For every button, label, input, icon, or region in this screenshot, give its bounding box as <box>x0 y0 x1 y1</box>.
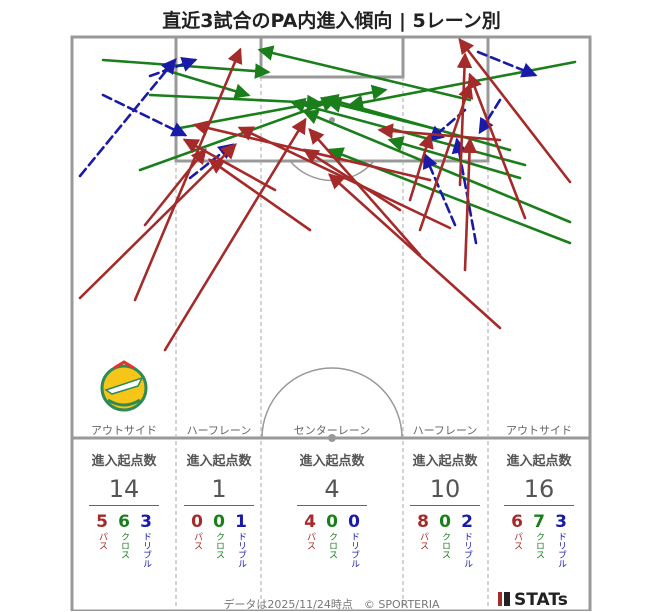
lane-label-right-outside: アウトサイド <box>506 424 572 437</box>
dribble-count: 3 <box>140 512 152 532</box>
pass-count: 0 <box>191 512 203 532</box>
stat-divider <box>410 505 480 506</box>
cross-label: クロス <box>327 532 337 559</box>
lane-stats-right-outside: 進入起点数 16 6 パス 7 クロス 3 ドリブル <box>489 450 589 568</box>
pass-arrow <box>182 138 277 192</box>
dribble-label: ドリブル <box>349 532 359 568</box>
stat-breakdown: 6 パス 7 クロス 3 ドリブル <box>489 512 589 568</box>
stat-header: 進入起点数 <box>299 454 365 469</box>
dribble-label: ドリブル <box>236 532 246 568</box>
cross-count: 0 <box>326 512 338 532</box>
stat-header: 進入起点数 <box>186 454 252 469</box>
cross-arrow <box>387 136 522 180</box>
dribble-arrow <box>148 57 198 78</box>
stat-total: 4 <box>324 475 340 503</box>
brand-mark-icon <box>498 592 502 606</box>
cross-label: クロス <box>534 532 544 559</box>
stat-breakdown: 4 パス 0 クロス 0 ドリブル <box>282 512 382 568</box>
stat-divider <box>297 505 367 506</box>
center-circle <box>261 367 403 439</box>
stat-total: 14 <box>108 475 140 503</box>
cross-count: 0 <box>213 512 225 532</box>
pass-count: 6 <box>511 512 523 532</box>
lane-stats-left-outside: 進入起点数 14 5 パス 6 クロス 3 ドリブル <box>74 450 174 568</box>
dribble-arrow <box>478 98 502 135</box>
cross-arrow <box>325 97 442 132</box>
pass-arrow <box>467 72 527 220</box>
cross-count: 6 <box>118 512 130 532</box>
pass-arrow <box>328 173 502 330</box>
dribble-label: ドリブル <box>141 532 151 568</box>
pass-arrow <box>456 52 473 187</box>
stat-header: 進入起点数 <box>506 454 572 469</box>
stat-header: 進入起点数 <box>91 454 157 469</box>
pass-arrow <box>133 47 243 302</box>
lane-label-left-outside: アウトサイド <box>91 424 157 437</box>
brand-logo: STATs <box>498 590 568 610</box>
pass-label: パス <box>512 532 522 550</box>
stat-total: 10 <box>429 475 461 503</box>
pass-arrow <box>408 132 434 202</box>
pass-arrow <box>308 128 422 257</box>
pass-arrow <box>143 147 207 227</box>
stat-divider <box>184 505 254 506</box>
cross-label: クロス <box>440 532 450 559</box>
pass-arrow <box>458 37 572 184</box>
dribble-arrow <box>476 50 538 78</box>
pass-count: 8 <box>417 512 429 532</box>
dribble-count: 0 <box>348 512 360 532</box>
stat-total: 1 <box>211 475 227 503</box>
dribble-count: 1 <box>235 512 247 532</box>
stat-breakdown: 0 パス 0 クロス 1 ドリブル <box>169 512 269 568</box>
dribble-label: ドリブル <box>462 532 472 568</box>
brand-text: STATs <box>514 590 568 610</box>
lane-label-left-half: ハーフレーン <box>186 424 252 437</box>
lane-label-right-half: ハーフレーン <box>412 424 478 437</box>
center-spot <box>328 434 336 442</box>
cross-arrow <box>163 68 251 99</box>
dribble-arrow <box>101 93 188 137</box>
stat-breakdown: 8 パス 0 クロス 2 ドリブル <box>395 512 495 568</box>
pass-arrow <box>192 120 432 182</box>
pass-label: パス <box>418 532 428 550</box>
cross-count: 7 <box>533 512 545 532</box>
stat-total: 16 <box>523 475 555 503</box>
stat-header: 進入起点数 <box>412 454 478 469</box>
pass-count: 5 <box>96 512 108 532</box>
pass-label: パス <box>192 532 202 550</box>
pass-arrow <box>163 117 307 352</box>
dribble-count: 3 <box>555 512 567 532</box>
pass-label: パス <box>97 532 107 550</box>
dribble-arrow <box>78 57 177 178</box>
pass-arrow <box>377 123 502 142</box>
team-crest-icon <box>100 360 148 412</box>
pass-arrow <box>302 148 402 212</box>
brand-mark-icon <box>504 592 510 606</box>
cross-count: 0 <box>439 512 451 532</box>
stat-divider <box>504 505 574 506</box>
goal-area <box>259 35 405 79</box>
cross-label: クロス <box>119 532 129 559</box>
cross-arrow <box>101 58 271 79</box>
dribble-label: ドリブル <box>556 532 566 568</box>
dribble-arrow <box>422 152 457 227</box>
lane-label-center: センターレーン <box>293 424 371 437</box>
footer-credit: データは2025/11/24時点 © SPORTERIA <box>223 598 440 611</box>
cross-label: クロス <box>214 532 224 559</box>
cross-arrow <box>302 109 572 224</box>
page-title: 直近3試合のPA内進入傾向 | 5レーン別 <box>162 10 501 32</box>
pass-count: 4 <box>304 512 316 532</box>
stat-divider <box>89 505 159 506</box>
pass-arrow <box>461 137 478 272</box>
pass-label: パス <box>305 532 315 550</box>
cross-arrow <box>257 45 472 102</box>
lane-stats-right-half: 進入起点数 10 8 パス 0 クロス 2 ドリブル <box>395 450 495 568</box>
dribble-count: 2 <box>461 512 473 532</box>
stat-breakdown: 5 パス 6 クロス 3 ドリブル <box>74 512 174 568</box>
pass-arrow <box>207 158 312 232</box>
lane-stats-center: 進入起点数 4 4 パス 0 クロス 0 ドリブル <box>282 450 382 568</box>
lane-stats-left-half: 進入起点数 1 0 パス 0 クロス 1 ドリブル <box>169 450 269 568</box>
